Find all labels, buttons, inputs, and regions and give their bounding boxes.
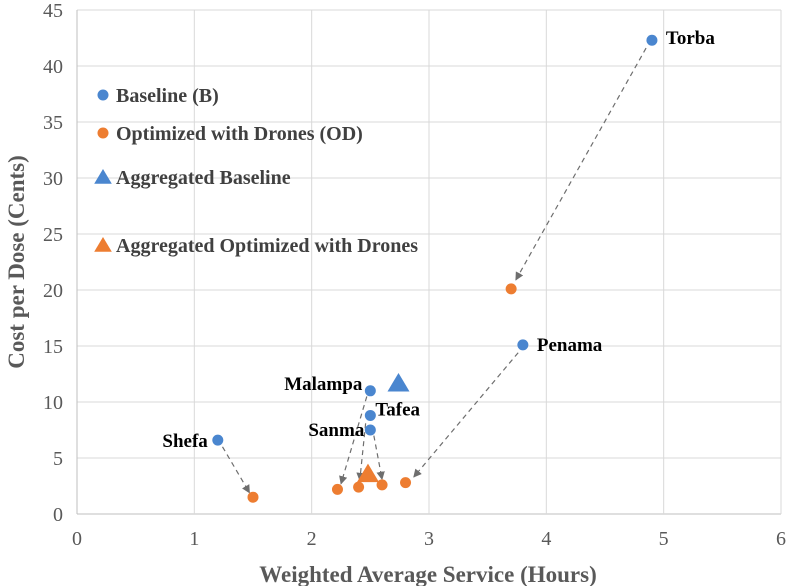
point-label-tafea: Tafea <box>375 399 420 420</box>
legend-marker-triangle <box>94 237 112 252</box>
baseline-point <box>646 34 658 46</box>
y-tick-label: 35 <box>43 112 63 134</box>
point-label-shefa: Shefa <box>162 431 208 452</box>
baseline-point <box>212 434 224 446</box>
gridlines <box>76 9 782 515</box>
data-points <box>212 34 658 503</box>
x-tick-label: 3 <box>424 528 434 550</box>
legend-label: Aggregated Optimized with Drones <box>116 235 418 257</box>
y-tick-label: 5 <box>53 448 63 470</box>
optimized-point <box>247 491 259 503</box>
legend-marker-circle <box>97 127 109 139</box>
legend-label: Optimized with Drones (OD) <box>116 123 363 145</box>
legend-label: Baseline (B) <box>116 85 219 107</box>
legend-label: Aggregated Baseline <box>116 167 291 189</box>
point-label-malampa: Malampa <box>284 374 363 395</box>
y-tick-label: 0 <box>53 504 63 526</box>
baseline-point <box>364 385 376 397</box>
baseline-point <box>517 339 529 351</box>
y-tick-label: 45 <box>43 0 63 22</box>
x-tick-label: 4 <box>541 528 551 550</box>
dashed-arrow <box>339 396 368 485</box>
y-axis-title: Cost per Dose (Cents) <box>4 155 29 369</box>
optimized-point <box>376 479 388 491</box>
optimized-point <box>505 283 517 295</box>
y-tick-label: 30 <box>43 168 63 190</box>
optimized-point <box>400 477 412 489</box>
optimized-point <box>331 483 343 495</box>
aggregated-baseline-point <box>387 372 410 392</box>
x-tick-label: 0 <box>72 528 82 550</box>
baseline-point <box>364 409 376 421</box>
y-tick-label: 10 <box>43 392 63 414</box>
dashed-arrow <box>221 446 250 494</box>
y-tick-label: 20 <box>43 280 63 302</box>
point-label-penama: Penama <box>537 335 603 356</box>
x-tick-label: 5 <box>659 528 669 550</box>
x-tick-label: 1 <box>189 528 199 550</box>
x-tick-label: 6 <box>776 528 786 550</box>
point-label-torba: Torba <box>666 28 715 49</box>
y-tick-label: 15 <box>43 336 63 358</box>
dashed-arrow <box>373 435 385 481</box>
optimized-point <box>353 481 365 493</box>
point-labels: Torba Penama Malampa Tafea Sanma Shefa <box>162 28 715 452</box>
y-tick-label: 25 <box>43 224 63 246</box>
legend-marker-triangle <box>94 169 112 184</box>
arrows <box>221 47 647 494</box>
x-axis-title: Weighted Average Service (Hours) <box>259 562 596 586</box>
baseline-point <box>364 424 376 436</box>
legend-marker-circle <box>97 89 109 101</box>
aggregated-optimized-point <box>356 463 379 483</box>
legend: Baseline (B) Optimized with Drones (OD) Ag… <box>94 85 418 257</box>
point-label-sanma: Sanma <box>308 420 364 441</box>
x-tick-label: 2 <box>307 528 317 550</box>
dashed-arrow <box>515 47 647 281</box>
y-tick-label: 40 <box>43 56 63 78</box>
dashed-arrow <box>413 352 519 478</box>
dashed-arrow <box>356 423 367 482</box>
